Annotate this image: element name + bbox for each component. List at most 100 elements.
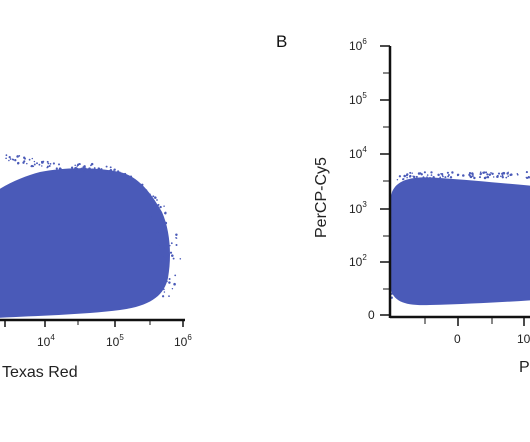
- event-point: [83, 165, 86, 168]
- event-point: [49, 163, 52, 165]
- event-point: [8, 155, 11, 159]
- event-point: [156, 231, 159, 234]
- event-point: [109, 172, 112, 174]
- event-point: [165, 252, 167, 255]
- event-point: [166, 280, 168, 283]
- event-point: [145, 192, 148, 195]
- event-point: [441, 174, 444, 177]
- x-tick-label-b-1: 10: [517, 332, 530, 346]
- event-point: [171, 287, 174, 290]
- event-point: [117, 170, 120, 173]
- event-point: [159, 233, 161, 236]
- event-point: [76, 165, 78, 167]
- event-point: [153, 231, 157, 235]
- event-point: [157, 211, 159, 214]
- event-point: [393, 235, 396, 238]
- event-point: [158, 287, 161, 290]
- event-point: [394, 233, 397, 236]
- event-point: [163, 288, 165, 291]
- event-point: [415, 175, 418, 178]
- event-point: [122, 177, 125, 180]
- event-point: [38, 163, 41, 166]
- event-point: [105, 165, 108, 168]
- y-tick-label-b-6: 106: [349, 37, 367, 53]
- event-point: [447, 175, 450, 178]
- event-point: [491, 172, 494, 175]
- event-point: [423, 171, 426, 174]
- event-point: [393, 291, 395, 294]
- event-point: [55, 167, 58, 170]
- event-point: [154, 196, 157, 199]
- event-point: [479, 171, 482, 174]
- event-point: [150, 207, 153, 210]
- event-point: [30, 165, 33, 168]
- event-point: [441, 173, 444, 176]
- y-tick-labels-b: 106 105 104 103 102 0: [349, 37, 375, 322]
- event-point: [486, 176, 490, 179]
- event-point: [12, 158, 15, 161]
- event-point: [129, 175, 133, 178]
- event-point: [162, 223, 165, 226]
- event-point: [168, 278, 171, 280]
- event-point: [92, 170, 95, 174]
- event-point: [152, 195, 155, 198]
- event-point: [406, 173, 409, 176]
- x-axis-title-b: P: [519, 359, 530, 376]
- event-point: [483, 176, 487, 180]
- event-point: [8, 159, 10, 162]
- event-point: [478, 176, 482, 179]
- event-point: [91, 168, 94, 171]
- event-point: [113, 168, 116, 171]
- event-point: [31, 157, 34, 160]
- event-point: [488, 173, 492, 177]
- event-point: [100, 168, 102, 171]
- event-point: [426, 176, 428, 178]
- event-point: [411, 172, 413, 174]
- event-point: [123, 172, 127, 176]
- event-point: [145, 189, 148, 192]
- event-point: [165, 226, 167, 229]
- event-point: [160, 239, 163, 242]
- event-point: [160, 232, 164, 235]
- event-speckles-a: [5, 154, 182, 298]
- event-point: [154, 203, 157, 207]
- event-point: [18, 155, 21, 157]
- event-point: [156, 244, 160, 248]
- event-point: [48, 165, 51, 167]
- event-point: [152, 284, 154, 286]
- event-point: [36, 162, 38, 165]
- event-point: [108, 170, 111, 172]
- panel-label-b: B: [276, 32, 287, 51]
- event-point: [406, 176, 408, 179]
- event-point: [83, 170, 85, 173]
- event-point: [141, 183, 144, 186]
- event-point: [160, 253, 162, 255]
- event-point: [447, 174, 450, 176]
- event-point: [147, 194, 150, 198]
- y-ticks-b: [380, 45, 390, 316]
- event-point: [169, 244, 171, 247]
- event-point: [161, 279, 164, 282]
- x-ticks-b: [424, 317, 525, 326]
- event-point: [149, 193, 151, 196]
- event-point: [430, 171, 433, 174]
- event-point: [9, 158, 12, 160]
- event-point: [451, 171, 454, 174]
- event-point: [46, 160, 49, 163]
- event-point: [23, 156, 26, 159]
- event-point: [16, 155, 19, 158]
- event-point: [23, 160, 26, 163]
- event-point: [160, 226, 162, 229]
- event-point: [130, 182, 133, 185]
- event-point: [164, 221, 168, 225]
- event-point: [462, 174, 465, 177]
- event-point: [391, 234, 393, 237]
- event-point: [395, 208, 397, 211]
- event-point: [471, 173, 474, 176]
- event-point: [417, 172, 421, 175]
- event-point: [54, 170, 57, 172]
- event-point: [409, 171, 412, 174]
- event-point: [393, 191, 396, 194]
- event-point: [104, 171, 106, 173]
- event-point: [409, 176, 411, 178]
